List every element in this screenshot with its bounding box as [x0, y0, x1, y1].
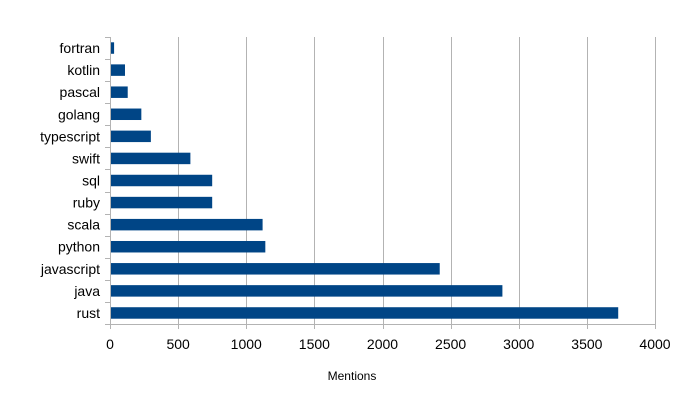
- gridlines: [110, 37, 656, 329]
- x-tick-label: 3500: [571, 336, 602, 352]
- x-tick-label: 2000: [367, 336, 398, 352]
- bars: [111, 42, 619, 319]
- x-tick-label: 2500: [435, 336, 466, 352]
- category-label: python: [58, 239, 100, 255]
- bar-ruby: [111, 196, 213, 209]
- bar-swift: [111, 152, 191, 165]
- bar-kotlin: [111, 64, 125, 76]
- bar-fortran: [111, 42, 115, 54]
- bar-java: [111, 285, 503, 297]
- axes: [105, 37, 655, 329]
- category-label: swift: [72, 150, 100, 166]
- x-tick-label: 1000: [231, 336, 262, 352]
- labels: 0 500 1000 1500 2000 2500 3000 3500 4000 rust java…: [40, 40, 671, 352]
- category-label: sql: [82, 173, 100, 189]
- category-label: javascript: [40, 261, 100, 277]
- bar-scala: [111, 218, 263, 231]
- bar-pascal: [111, 86, 128, 98]
- x-tick-label: 4000: [639, 336, 670, 352]
- category-label: rust: [77, 305, 100, 321]
- x-tick-label: 1500: [299, 336, 330, 352]
- category-label: typescript: [40, 128, 100, 144]
- x-tick-label: 3000: [503, 336, 534, 352]
- bar-python: [111, 240, 266, 253]
- category-label: fortran: [60, 40, 100, 56]
- bar-sql: [111, 174, 213, 187]
- bar-golang: [111, 108, 142, 121]
- bar-rust: [111, 307, 619, 319]
- bar-javascript: [111, 263, 440, 275]
- x-tick-label: 500: [166, 336, 190, 352]
- x-tick-label: 0: [106, 336, 114, 352]
- category-label: kotlin: [67, 62, 100, 78]
- category-label: scala: [67, 217, 100, 233]
- bar-typescript: [111, 130, 151, 143]
- category-label: pascal: [60, 84, 100, 100]
- category-label: ruby: [73, 195, 100, 211]
- x-axis-title: Mentions: [328, 369, 377, 383]
- category-label: golang: [58, 106, 100, 122]
- category-label: java: [73, 283, 100, 299]
